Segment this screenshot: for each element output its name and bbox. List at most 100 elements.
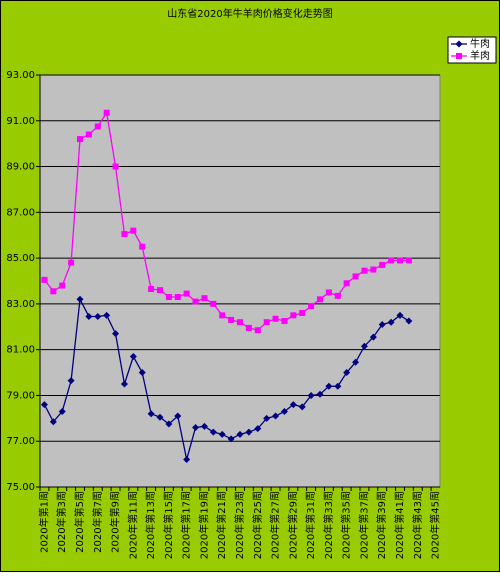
point <box>165 294 172 301</box>
y-tick-label: 81.00 <box>6 345 35 356</box>
point <box>210 300 217 307</box>
point <box>343 369 351 377</box>
x-tick-label: 2020年第39周 <box>375 491 388 559</box>
point <box>360 342 368 350</box>
point <box>156 413 164 421</box>
point <box>281 318 288 325</box>
point <box>334 382 342 390</box>
point <box>228 316 235 323</box>
point <box>200 422 208 430</box>
y-tick-label: 75.00 <box>6 482 35 493</box>
point <box>245 324 252 331</box>
point <box>218 430 226 438</box>
point <box>183 456 191 464</box>
point <box>272 412 280 420</box>
point <box>50 288 57 295</box>
point <box>379 261 386 268</box>
point <box>369 333 377 341</box>
point <box>76 295 84 303</box>
point <box>85 312 93 320</box>
legend-label: 羊肉 <box>470 49 490 62</box>
legend-label: 牛肉 <box>470 37 490 50</box>
y-tick-label: 83.00 <box>6 299 35 310</box>
point <box>299 310 306 317</box>
point <box>317 296 323 303</box>
x-tick-label: 2020年第23周 <box>233 491 246 559</box>
x-tick-label: 2020年第29周 <box>286 491 299 559</box>
y-tick-label: 91.00 <box>6 116 35 127</box>
y-tick-label: 93.00 <box>6 70 35 81</box>
point <box>58 407 66 415</box>
point <box>254 425 262 433</box>
x-tick-label: 2020年第45周 <box>429 491 442 559</box>
point <box>68 259 75 266</box>
x-tick-label: 2020年第27周 <box>269 491 282 559</box>
x-tick-label: 2020年第43周 <box>411 491 424 559</box>
point <box>361 267 368 274</box>
plot-area <box>39 74 441 488</box>
point <box>405 257 412 264</box>
x-tick-label: 2020年第35周 <box>340 491 353 559</box>
point <box>455 40 463 48</box>
point <box>165 420 173 428</box>
x-tick-label: 2020年第25周 <box>251 491 264 559</box>
point <box>138 369 146 377</box>
point <box>272 315 279 322</box>
point <box>77 136 83 143</box>
point <box>352 273 359 280</box>
x-tick-label: 2020年第1周 <box>37 491 50 553</box>
point <box>94 312 102 320</box>
point <box>112 163 119 170</box>
point <box>209 428 217 436</box>
point <box>387 318 395 326</box>
x-tick-label: 2020年第15周 <box>162 491 175 559</box>
point <box>201 295 208 302</box>
x-tick-label: 2020年第3周 <box>55 491 68 553</box>
x-tick-label: 2020年第41周 <box>393 491 406 559</box>
point <box>59 282 66 289</box>
x-tick-label: 2020年第33周 <box>322 491 335 559</box>
point <box>397 257 403 264</box>
point <box>237 319 243 326</box>
point <box>103 311 111 319</box>
point <box>370 266 377 273</box>
x-tick-label: 2020年第21周 <box>215 491 228 559</box>
point <box>94 123 101 130</box>
point <box>67 377 75 385</box>
point <box>41 276 48 283</box>
point <box>103 109 110 116</box>
x-tick-label: 2020年第5周 <box>73 491 86 553</box>
y-tick-label: 79.00 <box>6 390 35 401</box>
point <box>174 412 182 420</box>
x-tick-label: 2020年第17周 <box>180 491 193 559</box>
point <box>192 423 200 431</box>
point <box>147 410 155 418</box>
point <box>174 294 181 301</box>
point <box>325 382 333 390</box>
point <box>396 311 404 319</box>
point <box>40 401 48 409</box>
chart-title: 山东省2020年牛羊肉价格变化走势图 <box>167 7 332 20</box>
point <box>289 401 297 409</box>
point <box>157 287 163 294</box>
point <box>254 327 261 334</box>
x-tick-label: 2020年第13周 <box>144 491 157 559</box>
point <box>307 391 315 399</box>
point <box>334 292 341 299</box>
point <box>192 298 199 305</box>
x-tick-label: 2020年第9周 <box>109 491 122 553</box>
point <box>227 435 235 443</box>
point <box>298 403 306 411</box>
point <box>352 358 360 366</box>
point <box>456 53 462 59</box>
y-tick-label: 87.00 <box>6 207 35 218</box>
point <box>112 330 120 338</box>
point <box>236 430 244 438</box>
point <box>245 428 253 436</box>
x-tick-label: 2020年第11周 <box>126 491 139 559</box>
point <box>280 407 288 415</box>
point <box>308 303 315 310</box>
point <box>49 418 57 426</box>
